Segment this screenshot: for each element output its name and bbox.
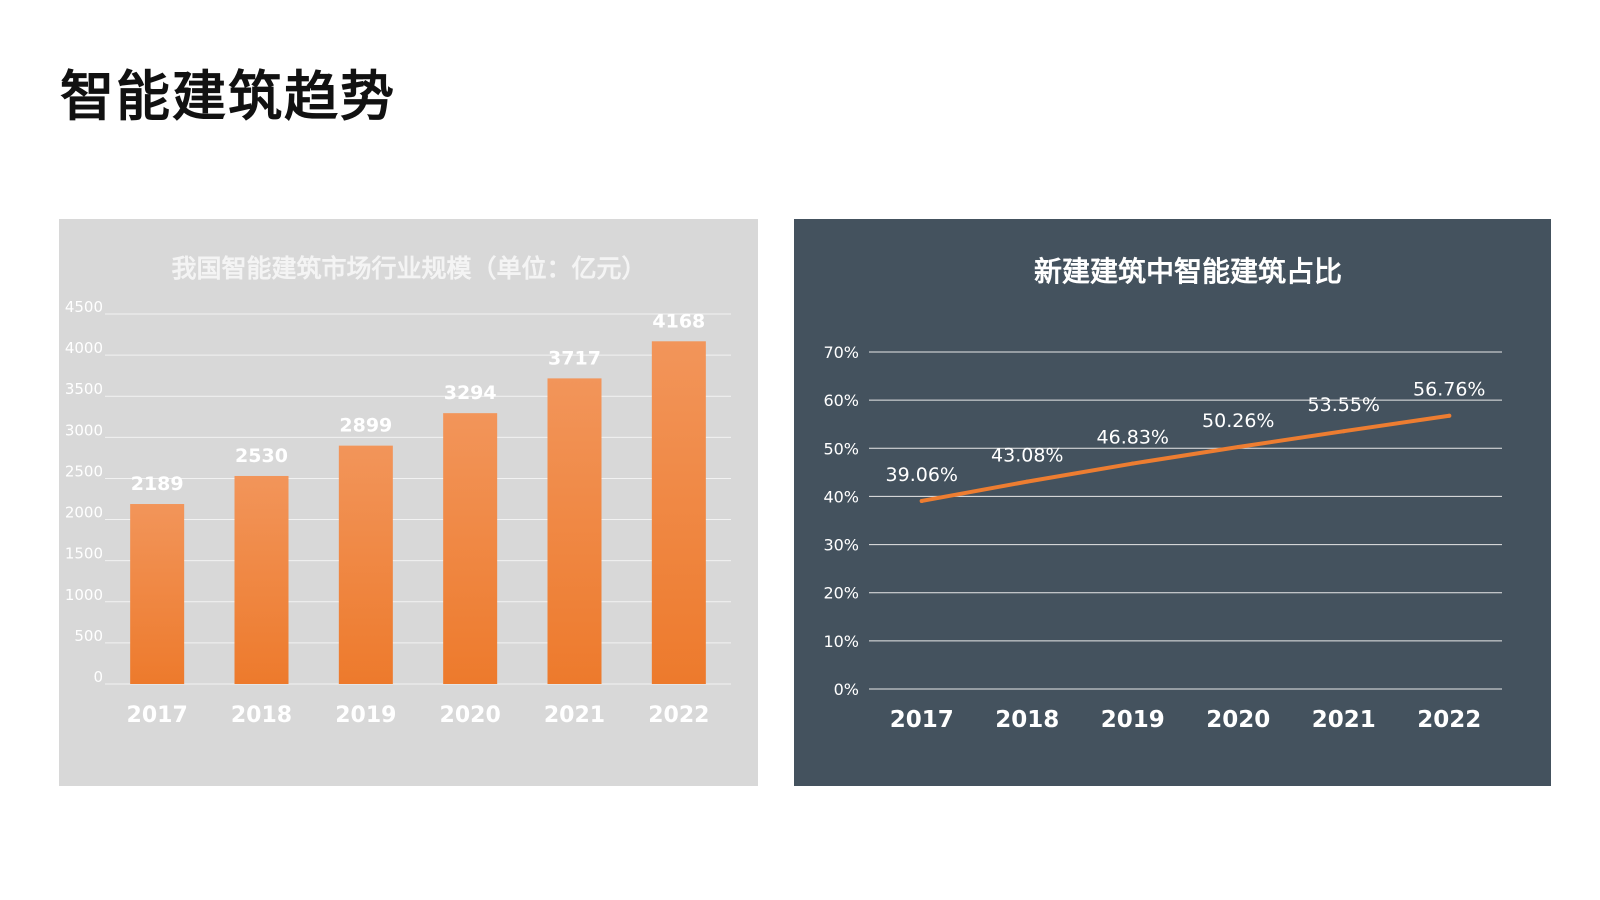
bar-y-tick-label: 3500 — [65, 380, 103, 398]
bar-x-tick-label: 2021 — [544, 703, 605, 728]
line-y-tick-label: 10% — [823, 632, 859, 651]
line-y-tick-label: 40% — [823, 487, 859, 506]
line-point-2017 — [919, 498, 924, 503]
market-size-bar-chart: 我国智能建筑市场行业规模（单位：亿元） 0 500 1000 1500 2000 2500… — [65, 254, 731, 728]
line-chart-title: 新建建筑中智能建筑占比 — [1034, 255, 1342, 288]
bar-y-tick-label: 2500 — [65, 462, 103, 480]
bar-x-tick-label: 2020 — [440, 703, 501, 728]
bar-x-tick-label: 2022 — [648, 703, 709, 728]
market-size-bar-chart-panel: 我国智能建筑市场行业规模（单位：亿元） 0 500 1000 1500 2000 2500… — [59, 219, 758, 786]
line-y-tick-label: 60% — [823, 391, 859, 410]
line-x-tick-label: 2019 — [1101, 707, 1165, 733]
line-y-tick-label: 0% — [834, 680, 859, 699]
line-x-tick-label: 2017 — [890, 707, 954, 733]
line-data-label: 53.55% — [1308, 394, 1380, 416]
share-line-series — [919, 413, 1452, 503]
bar-x-tick-label: 2019 — [335, 703, 396, 728]
bar-2022 — [651, 341, 706, 684]
smart-building-share-line-chart: 新建建筑中智能建筑占比 0% 10% 20% 30% 40% 50% 60% 70% 39.0… — [823, 255, 1502, 733]
bar-y-tick-label: 3000 — [65, 421, 103, 439]
bar-data-label: 3717 — [548, 347, 601, 369]
bar-y-tick-label: 1500 — [65, 545, 103, 563]
line-data-label: 56.76% — [1413, 379, 1485, 401]
bar-y-tick-label: 0 — [93, 668, 103, 686]
line-y-tick-label: 30% — [823, 536, 859, 555]
bar-x-tick-label: 2017 — [127, 703, 188, 728]
bar-y-tick-label: 500 — [74, 627, 103, 645]
bar-2018 — [234, 475, 289, 684]
line-x-tick-label: 2020 — [1206, 707, 1270, 733]
line-point-2019 — [1130, 461, 1135, 466]
bar-2019 — [338, 445, 393, 684]
bar-2021 — [547, 378, 602, 684]
line-x-tick-label: 2021 — [1312, 707, 1376, 733]
line-data-label: 39.06% — [886, 464, 958, 486]
line-point-2018 — [1025, 479, 1030, 484]
bar-data-label: 3294 — [444, 382, 497, 404]
line-data-label: 43.08% — [991, 445, 1063, 467]
line-point-2022 — [1447, 413, 1452, 418]
line-x-tick-label: 2022 — [1417, 707, 1481, 733]
line-x-tick-label: 2018 — [995, 707, 1059, 733]
bar-y-tick-label: 4500 — [65, 298, 103, 316]
bar-data-label: 4168 — [652, 310, 705, 332]
page-title: 智能建筑趋势 — [60, 65, 396, 128]
line-y-tick-label: 70% — [823, 343, 859, 362]
bar-2017 — [130, 504, 185, 684]
line-point-2020 — [1236, 445, 1241, 450]
bar-data-label: 2899 — [339, 415, 392, 437]
bar-chart-title: 我国智能建筑市场行业规模（单位：亿元） — [171, 254, 646, 283]
bar-data-label: 2530 — [235, 445, 288, 467]
line-data-label: 50.26% — [1202, 410, 1274, 432]
line-point-2021 — [1341, 429, 1346, 434]
bar-y-tick-label: 1000 — [65, 586, 103, 604]
bar-y-tick-label: 4000 — [65, 339, 103, 357]
bar-y-tick-label: 2000 — [65, 504, 103, 522]
bar-x-tick-label: 2018 — [231, 703, 292, 728]
bar-data-label: 2189 — [131, 473, 184, 495]
bar-2020 — [443, 413, 498, 684]
line-y-tick-label: 50% — [823, 439, 859, 458]
line-data-label: 46.83% — [1097, 427, 1169, 449]
smart-building-share-line-chart-panel: 新建建筑中智能建筑占比 0% 10% 20% 30% 40% 50% 60% 70% 39.0… — [794, 219, 1551, 786]
line-y-tick-label: 20% — [823, 584, 859, 603]
